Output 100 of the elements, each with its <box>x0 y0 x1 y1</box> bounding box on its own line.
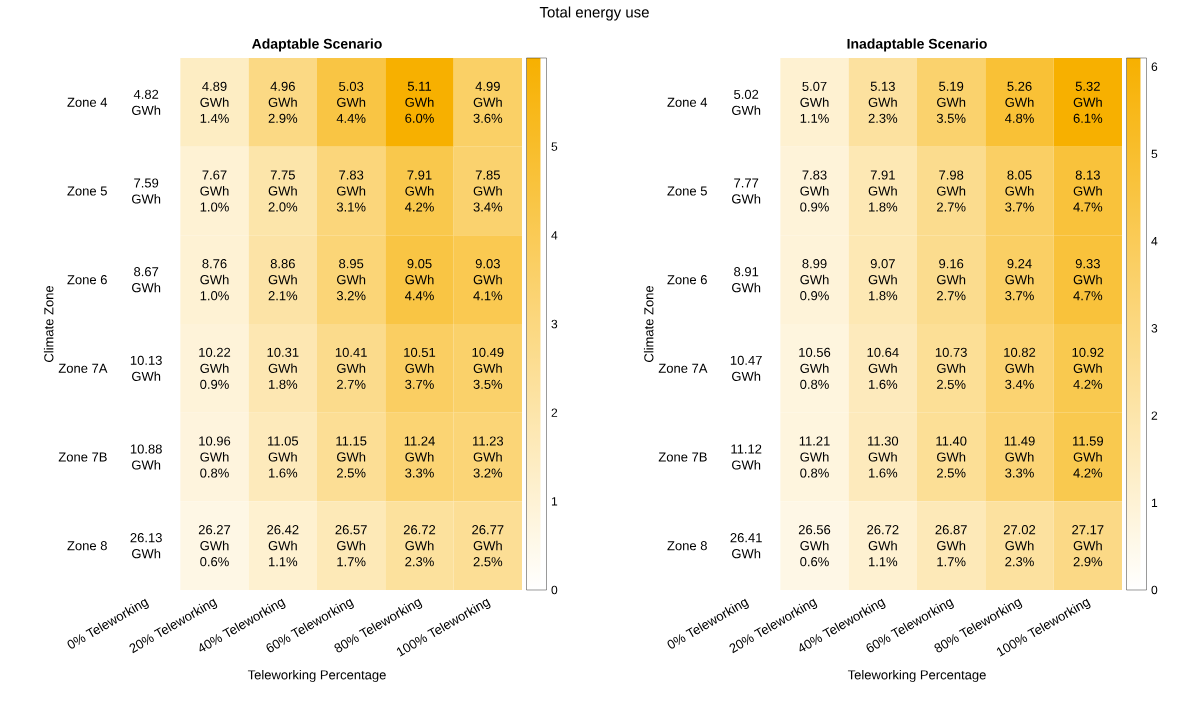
color-bar-label: 1 <box>551 497 558 506</box>
data-label: 5.26 GWh 4.8% <box>1004 81 1034 123</box>
data-label: 7.91 GWh 4.2% <box>404 170 434 212</box>
color-bar-label: 0 <box>551 585 558 595</box>
data-label: 26.72 GWh 2.3% <box>403 525 436 567</box>
data-label: 27.02 GWh 2.3% <box>1003 525 1036 567</box>
data-label: 11.15 GWh 2.5% <box>336 436 367 478</box>
chart-title: Inadaptable Scenario <box>847 38 987 52</box>
data-label: 9.07 GWh 1.8% <box>868 259 898 301</box>
color-bar-label: 2 <box>1151 411 1158 420</box>
color-bar-label: 2 <box>551 408 558 417</box>
data-label: 8.86 GWh 2.1% <box>268 259 298 301</box>
data-label: 11.30 GWh 1.6% <box>868 436 899 478</box>
y-tick-label: Zone 6 <box>67 275 107 285</box>
data-label: 8.13 GWh 4.7% <box>1073 170 1103 212</box>
data-label: 7.98 GWh 2.7% <box>937 170 966 212</box>
data-label: 27.17 GWh 2.9% <box>1072 525 1104 567</box>
text: 5.02 GWh <box>732 89 761 115</box>
data-label: 4.89 GWh 1.4% <box>200 81 229 123</box>
y-tick-label: Zone 4 <box>667 97 708 107</box>
data-label: 10.51 GWh 3.7% <box>404 347 436 389</box>
color-bar-label: 6 <box>1151 62 1158 71</box>
data-label: 11.23 GWh 3.2% <box>473 436 504 478</box>
y-tick-label: Zone 7A <box>658 363 708 373</box>
data-label: 7.85 GWh 3.4% <box>473 170 503 212</box>
y-axis-title: Climate Zone <box>643 285 654 362</box>
data-label: 4.99 GWh 3.6% <box>473 81 503 123</box>
data-label: 11.40 GWh 2.5% <box>936 436 967 478</box>
data-label: 10.96 GWh 0.8% <box>199 436 231 478</box>
y-tick-label: Zone 8 <box>667 541 707 551</box>
data-label: 5.07 GWh 1.1% <box>800 81 829 123</box>
color-bar-label: 3 <box>1151 324 1158 333</box>
data-label: 7.83 GWh 3.1% <box>336 170 366 212</box>
text: 10.13 GWh <box>130 355 162 381</box>
text: 10.47 GWh <box>730 355 762 381</box>
data-label: 26.87 GWh 1.7% <box>935 525 967 567</box>
y-tick-label: Zone 4 <box>67 97 108 107</box>
data-label: 7.67 GWh 1.0% <box>200 170 229 212</box>
y-tick-label: Zone 6 <box>667 275 707 285</box>
data-label: 9.16 GWh 2.7% <box>937 259 966 301</box>
data-label: 7.83 GWh 0.9% <box>800 170 829 212</box>
data-label: 10.31 GWh 1.8% <box>267 347 299 389</box>
text: 11.12 GWh <box>731 444 762 470</box>
color-bar-label: 3 <box>551 319 558 329</box>
data-label: 26.27 GWh 0.6% <box>198 525 231 567</box>
text: 26.13 GWh <box>130 533 162 559</box>
data-label: 26.77 GWh 2.5% <box>472 525 504 567</box>
color-bar-label: 5 <box>1151 149 1158 159</box>
data-label: 26.42 GWh 1.1% <box>267 525 299 567</box>
color-bar-label: 0 <box>1151 585 1158 595</box>
chart-title: Adaptable Scenario <box>251 38 382 52</box>
data-label: 8.76 GWh 1.0% <box>200 259 229 301</box>
data-label: 10.82 GWh 3.4% <box>1004 347 1036 389</box>
color-bar-label: 4 <box>1151 237 1158 246</box>
data-label: 10.92 GWh 4.2% <box>1072 347 1104 389</box>
data-label: 10.49 GWh 3.5% <box>472 347 504 389</box>
data-label: 9.05 GWh 4.4% <box>404 259 434 301</box>
text: 4.82 GWh <box>132 89 161 115</box>
data-label: 10.22 GWh 0.9% <box>199 347 231 389</box>
data-label: 5.11 GWh 6.0% <box>405 81 434 123</box>
data-label: 8.95 GWh 3.2% <box>336 259 366 301</box>
data-label: 9.03 GWh 4.1% <box>473 259 503 301</box>
y-tick-label: Zone 7A <box>58 363 108 373</box>
data-label: 8.99 GWh 0.9% <box>800 259 829 301</box>
data-label: 10.73 GWh 2.5% <box>935 347 967 389</box>
data-label: 7.91 GWh 1.8% <box>868 170 898 212</box>
data-label: 26.57 GWh 1.7% <box>335 525 367 567</box>
data-label: 10.56 GWh 0.8% <box>799 347 831 389</box>
data-label: 4.96 GWh 2.9% <box>268 81 298 123</box>
data-label: 11.05 GWh 1.6% <box>268 436 299 478</box>
data-label: 5.32 GWh 6.1% <box>1073 81 1103 123</box>
data-label: 26.56 GWh 0.6% <box>798 525 831 567</box>
x-axis-title: Teleworking Percentage <box>847 669 986 683</box>
y-axis-title: Climate Zone <box>43 285 54 362</box>
text: 8.67 GWh <box>132 267 161 293</box>
data-label: 8.05 GWh 3.7% <box>1005 170 1034 212</box>
text: 8.91 GWh <box>732 267 761 293</box>
color-bar-label: 5 <box>551 142 558 151</box>
data-label: 11.21 GWh 0.8% <box>799 436 830 478</box>
y-tick-label: Zone 5 <box>67 186 107 196</box>
text: Total energy use <box>539 6 649 21</box>
text: 7.59 GWh <box>132 178 161 204</box>
data-label: 10.64 GWh 1.6% <box>867 347 899 389</box>
data-label: 5.13 GWh 2.3% <box>868 81 898 123</box>
data-label: 10.41 GWh 2.7% <box>335 347 367 389</box>
data-label: 26.72 GWh 1.1% <box>867 525 899 567</box>
text: 7.77 GWh <box>732 178 761 204</box>
data-label: 5.03 GWh 4.4% <box>336 81 366 123</box>
data-label: 9.33 GWh 4.7% <box>1073 259 1103 301</box>
y-tick-label: Zone 5 <box>667 186 707 196</box>
data-label: 7.75 GWh 2.0% <box>268 170 298 212</box>
data-label: 11.24 GWh 3.3% <box>404 436 435 478</box>
y-tick-label: Zone 7B <box>658 452 707 462</box>
color-bar-label: 1 <box>1151 498 1158 507</box>
y-tick-label: Zone 8 <box>67 541 107 551</box>
text: 26.41 GWh <box>730 533 762 559</box>
data-label: 11.59 GWh 4.2% <box>1073 436 1103 478</box>
text: 10.88 GWh <box>130 444 162 470</box>
data-label: 9.24 GWh 3.7% <box>1005 259 1034 301</box>
color-bar-label: 4 <box>551 231 558 240</box>
